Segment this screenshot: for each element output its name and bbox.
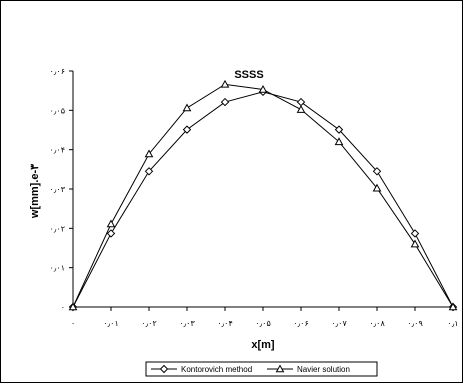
series-layer: [68, 79, 458, 312]
series-line: [72, 83, 454, 308]
legend-marker: [159, 364, 169, 374]
legend-label: Kontorovich method: [181, 365, 252, 374]
data-point: [220, 79, 230, 88]
data-point: [144, 149, 154, 158]
y-tick-label: ۰: [61, 303, 65, 312]
y-tick-label: ۰٫۰۲: [50, 224, 66, 233]
data-point: [334, 137, 344, 146]
legend-item-1: Kontorovich method: [151, 364, 252, 374]
legend-marker: [275, 364, 285, 373]
y-tick-label: ۰٫۰۱: [50, 264, 66, 273]
y-tick-label: ۰٫۰۵: [50, 106, 66, 115]
y-axis-title: w[mm].e-۳: [29, 164, 41, 219]
data-point: [182, 125, 192, 134]
series-2: [68, 79, 458, 311]
data-point: [144, 167, 154, 176]
x-tick-label: ۰٫۱: [447, 319, 458, 328]
data-point: [410, 229, 420, 238]
legend-item-2: Navier solution: [267, 364, 350, 374]
y-tick-label: ۰٫۰۳: [50, 185, 66, 194]
chart-title: SSSS: [234, 69, 263, 81]
data-point: [372, 183, 382, 192]
data-point: [106, 229, 116, 238]
data-point: [106, 219, 116, 228]
x-tick-label: ۰٫۰۵: [255, 319, 271, 328]
data-point: [410, 239, 420, 248]
x-tick-label: ۰٫۰۱: [103, 319, 119, 328]
axes: ۰ ۰٫۰۱ ۰٫۰۲ ۰٫۰۳ ۰٫۰۴ ۰٫۰۵ ۰٫۰۶ ۰ ۰٫۰۱ ۰٫۰۲ ۰٫۰۳ ۰٫…: [50, 67, 459, 328]
x-tick-label: ۰٫۰۹: [407, 319, 423, 328]
legend-box: [145, 361, 378, 377]
legend-label: Navier solution: [297, 365, 350, 374]
y-tick-label: ۰٫۰۴: [50, 146, 66, 155]
series-line: [72, 91, 454, 308]
data-point: [296, 105, 306, 113]
x-tick-label: ۰٫۰۷: [331, 319, 347, 328]
x-tick-label: ۰: [71, 319, 75, 328]
data-point: [296, 97, 306, 107]
x-tick-label: ۰٫۰۶: [293, 319, 309, 328]
data-point: [68, 302, 78, 311]
data-point: [334, 125, 344, 134]
y-tick-label: ۰٫۰۶: [50, 67, 66, 76]
x-axis-title: x[m]: [251, 339, 275, 351]
x-tick-label: ۰٫۰۲: [141, 319, 157, 328]
x-tick-label: ۰٫۰۸: [369, 319, 385, 328]
x-tick-label: ۰٫۰۳: [179, 319, 195, 328]
data-point: [220, 97, 230, 107]
data-point: [372, 167, 382, 176]
data-point: [182, 103, 192, 112]
x-tick-label: ۰٫۰۴: [217, 319, 233, 328]
legend: Kontorovich method Navier solution: [145, 361, 378, 377]
series-1: [68, 87, 458, 312]
data-point: [448, 302, 458, 311]
data-point: [258, 84, 268, 93]
